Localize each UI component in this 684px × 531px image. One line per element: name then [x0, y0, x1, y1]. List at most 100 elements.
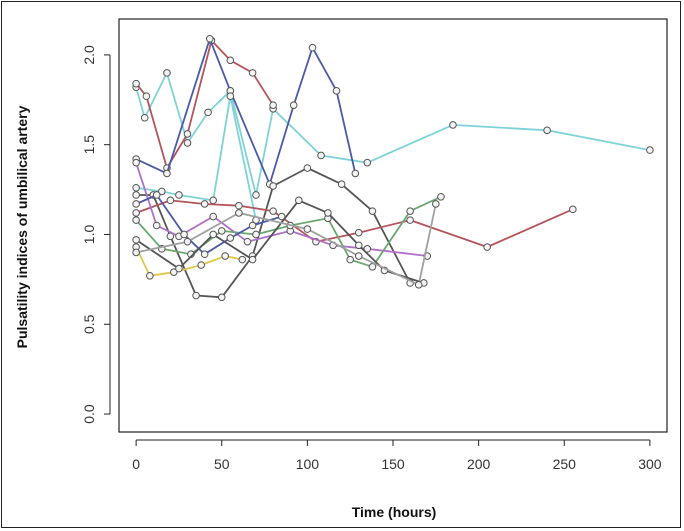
series-line	[135, 95, 257, 221]
data-point	[346, 255, 354, 264]
y-axis-label: Pulsatility indices of umbilical artery	[14, 105, 30, 348]
data-point	[204, 108, 212, 117]
series-10	[132, 243, 247, 280]
data-point	[354, 228, 363, 237]
data-point	[209, 230, 217, 239]
data-point	[363, 158, 372, 167]
data-point	[132, 248, 140, 257]
data-point	[166, 196, 175, 205]
x-tick-label: 150	[381, 456, 405, 472]
data-point	[252, 191, 260, 199]
data-point	[414, 280, 423, 289]
data-point	[183, 130, 192, 138]
data-point	[132, 200, 140, 208]
data-point	[200, 250, 209, 259]
data-point	[192, 291, 200, 300]
data-point	[406, 207, 414, 215]
data-point	[226, 234, 235, 242]
x-axis: 0 50 100 150 200 250 300	[132, 439, 662, 472]
x-tick-label: 300	[638, 456, 662, 472]
data-point	[226, 56, 235, 65]
data-point	[406, 216, 414, 224]
data-point	[158, 187, 166, 196]
plot-area	[118, 18, 668, 433]
data-point	[363, 245, 372, 253]
series-line	[135, 39, 274, 169]
series-11	[132, 196, 428, 287]
series-12	[132, 200, 440, 289]
data-point	[324, 209, 332, 217]
series-line	[135, 72, 651, 196]
data-point	[354, 241, 363, 250]
data-point	[437, 192, 445, 201]
data-point	[152, 191, 161, 199]
data-point	[569, 205, 577, 214]
data-point	[132, 79, 140, 88]
data-point	[243, 237, 252, 246]
x-tick-label: 0	[132, 456, 140, 472]
data-point	[175, 191, 183, 199]
data-point	[543, 126, 551, 135]
data-point	[197, 261, 205, 269]
data-point	[217, 293, 226, 302]
data-point	[248, 255, 257, 264]
data-point	[205, 34, 214, 43]
data-point	[132, 158, 140, 167]
series-9	[132, 191, 286, 259]
y-tick-label: 1.5	[81, 135, 97, 155]
data-point	[132, 236, 140, 244]
series-6	[132, 196, 577, 251]
y-tick-label: 0.5	[81, 314, 97, 334]
series-1	[132, 69, 654, 199]
data-point	[146, 271, 154, 280]
data-point	[152, 221, 161, 230]
data-point	[295, 196, 303, 205]
data-point	[308, 43, 317, 52]
data-point	[354, 252, 363, 260]
data-point	[277, 212, 286, 221]
data-point	[235, 209, 243, 217]
data-point	[235, 201, 243, 210]
data-point	[132, 191, 140, 199]
data-point	[221, 252, 229, 260]
data-point	[180, 230, 188, 239]
data-point	[368, 207, 377, 215]
data-point	[183, 139, 192, 147]
data-point	[449, 121, 457, 129]
data-point	[332, 87, 341, 95]
data-point	[132, 183, 140, 192]
data-point	[248, 221, 257, 230]
x-tick-label: 200	[467, 456, 491, 472]
data-point	[132, 216, 140, 224]
data-point	[132, 209, 140, 217]
data-point	[183, 237, 192, 246]
data-point	[646, 146, 654, 154]
data-point	[252, 230, 260, 239]
data-point	[163, 69, 171, 77]
data-point	[269, 207, 277, 215]
data-point	[337, 180, 346, 188]
x-tick-label: 50	[214, 456, 230, 472]
data-point	[200, 200, 209, 208]
data-point	[163, 169, 171, 178]
x-axis-label: Time (hours)	[352, 504, 437, 520]
x-tick-label: 250	[553, 456, 577, 472]
data-point	[226, 92, 235, 101]
data-point	[303, 225, 312, 233]
series-4	[132, 92, 260, 224]
data-point	[248, 69, 257, 77]
data-point	[209, 212, 217, 221]
y-tick-label: 0.0	[81, 404, 97, 424]
series-line	[135, 162, 428, 257]
data-point	[140, 113, 149, 122]
series-line	[135, 37, 357, 186]
data-point	[432, 200, 440, 208]
data-point	[238, 255, 247, 264]
x-tick-label: 100	[296, 456, 320, 472]
y-tick-label: 2.0	[81, 45, 97, 65]
series-8	[132, 192, 445, 271]
data-point	[142, 92, 151, 101]
data-point	[317, 151, 325, 160]
